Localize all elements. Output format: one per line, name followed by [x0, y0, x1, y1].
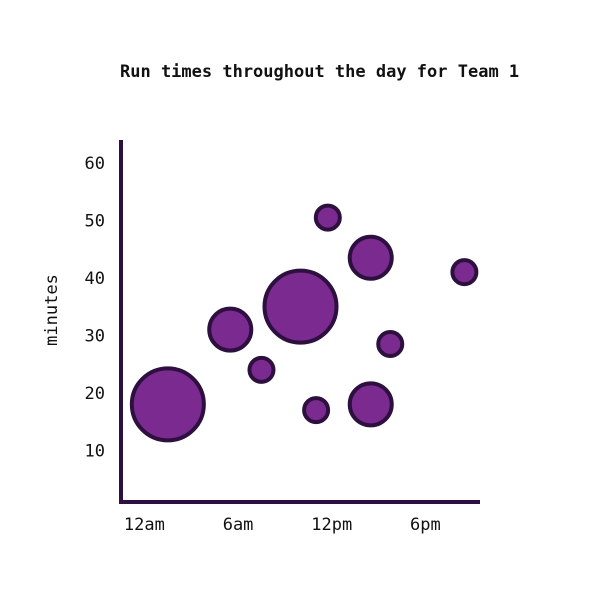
- axes: [119, 140, 480, 504]
- y-tick-label: 40: [85, 269, 105, 289]
- tick-labels: 10 20 30 40 50 60 12am 6am 12pm 6pm: [85, 154, 441, 535]
- y-tick-label: 10: [85, 441, 105, 461]
- bubble-layer: [129, 203, 479, 443]
- bubble-point: [302, 396, 331, 425]
- x-tick-label: 12pm: [311, 515, 352, 535]
- bubble-point: [376, 329, 405, 358]
- bubble-point: [247, 355, 276, 384]
- x-tick-label: 6pm: [410, 515, 441, 535]
- chart-title: Run times throughout the day for Team 1: [120, 62, 520, 82]
- x-tick-label: 6am: [223, 515, 254, 535]
- bubble-point: [450, 258, 479, 287]
- bubble-point: [347, 381, 394, 428]
- y-tick-label: 20: [85, 384, 105, 404]
- bubble-point: [313, 203, 342, 232]
- y-tick-label: 30: [85, 326, 105, 346]
- bubble-point: [129, 366, 206, 443]
- y-tick-label: 50: [85, 211, 105, 231]
- bubble-point: [347, 234, 394, 281]
- y-tick-label: 60: [85, 154, 105, 174]
- bubble-point: [262, 268, 339, 345]
- bubble-point: [207, 306, 254, 353]
- x-tick-label: 12am: [124, 515, 165, 535]
